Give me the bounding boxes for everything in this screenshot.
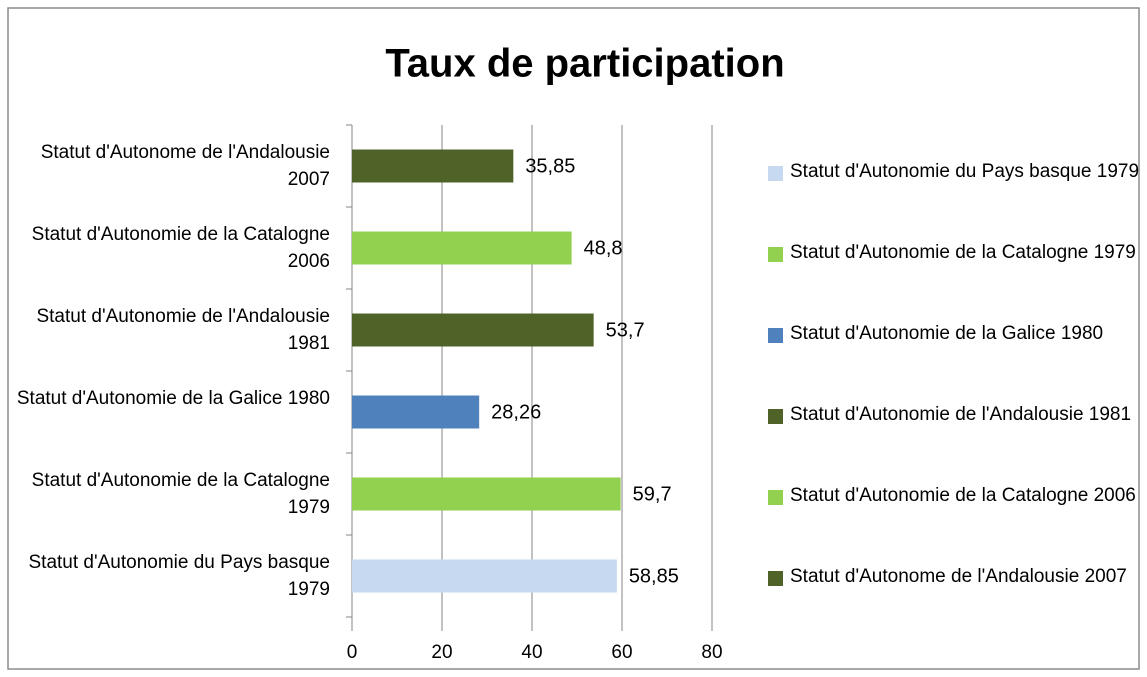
chart-title: Taux de participation (385, 42, 784, 86)
legend-label: Statut d'Autonomie de l'Andalousie 1981 (790, 404, 1132, 425)
legend-label: Statut d'Autonomie de la Catalogne 2006 (790, 485, 1136, 506)
legend-swatch (768, 166, 783, 181)
x-tick-label: 0 (347, 642, 358, 663)
value-label: 35,85 (525, 155, 575, 177)
legend-swatch (768, 328, 783, 343)
bar (352, 313, 594, 347)
bar (352, 149, 514, 183)
value-label: 28,26 (491, 401, 541, 423)
y-tick-label: Statut d'Autonome de l'Andalousie 2007 (40, 142, 330, 190)
legend-swatch (768, 490, 783, 505)
value-label: 53,7 (606, 319, 645, 341)
x-tick-label: 40 (521, 642, 542, 663)
value-label: 48,8 (584, 237, 623, 259)
y-tick-label: Statut d'Autonomie de l'Andalousie 1981 (36, 306, 330, 354)
y-tick-label: Statut d'Autonomie de la Catalogne 2006 (31, 224, 330, 272)
bar (352, 395, 480, 429)
bar (352, 477, 621, 511)
bar (352, 231, 572, 265)
x-tick-label: 60 (611, 642, 632, 663)
legend-swatch (768, 247, 783, 262)
y-tick-label: Statut d'Autonomie du Pays basque 1979 (28, 552, 331, 600)
y-tick-label: Statut d'Autonomie de la Catalogne 1979 (31, 470, 330, 518)
x-tick-label: 20 (431, 642, 452, 663)
legend-swatch (768, 571, 783, 586)
legend-label: Statut d'Autonomie de la Galice 1980 (790, 323, 1104, 344)
value-label: 58,85 (629, 565, 679, 587)
legend-swatch (768, 409, 783, 424)
legend-label: Statut d'Autonomie de la Catalogne 1979 (790, 242, 1136, 263)
bar (352, 559, 617, 593)
x-tick-label: 80 (701, 642, 722, 663)
y-tick-label: Statut d'Autonomie de la Galice 1980 (16, 388, 330, 409)
legend-label: Statut d'Autonomie du Pays basque 1979 (790, 161, 1140, 182)
value-label: 59,7 (633, 483, 672, 505)
legend-label: Statut d'Autonome de l'Andalousie 2007 (790, 566, 1127, 587)
